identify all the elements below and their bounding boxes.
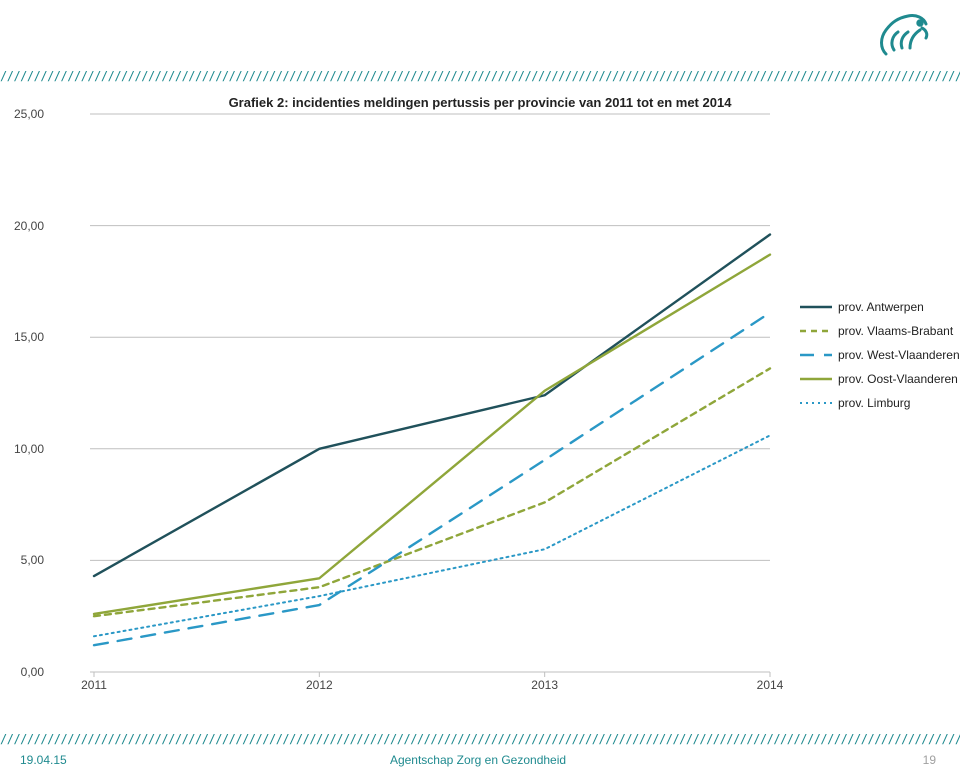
- legend: prov. Antwerpen prov. Vlaams-Brabant prov.…: [800, 300, 950, 420]
- x-tick-label: 2013: [515, 678, 575, 692]
- legend-label: prov. Vlaams-Brabant: [838, 324, 953, 338]
- x-tick-label: 2011: [64, 678, 124, 692]
- legend-item: prov. Oost-Vlaanderen: [800, 372, 950, 386]
- y-tick-label: 20,00: [4, 219, 44, 233]
- legend-swatch: [800, 300, 832, 314]
- legend-swatch: [800, 324, 832, 338]
- legend-item: prov. Limburg: [800, 396, 950, 410]
- legend-item: prov. West-Vlaanderen: [800, 348, 950, 362]
- legend-swatch: [800, 396, 832, 410]
- series-line: [94, 235, 770, 576]
- series-line: [94, 368, 770, 616]
- legend-label: prov. West-Vlaanderen: [838, 348, 960, 362]
- y-tick-label: 15,00: [4, 330, 44, 344]
- legend-swatch: [800, 372, 832, 386]
- legend-item: prov. Antwerpen: [800, 300, 950, 314]
- x-tick-label: 2012: [289, 678, 349, 692]
- y-tick-label: 10,00: [4, 442, 44, 456]
- y-tick-label: 25,00: [4, 107, 44, 121]
- chart-plot: [50, 108, 780, 696]
- legend-label: prov. Antwerpen: [838, 300, 924, 314]
- divider-top: ////////////////////////////////////////…: [0, 70, 960, 82]
- legend-label: prov. Limburg: [838, 396, 910, 410]
- legend-item: prov. Vlaams-Brabant: [800, 324, 950, 338]
- series-line: [94, 313, 770, 646]
- series-line: [94, 435, 770, 636]
- legend-label: prov. Oost-Vlaanderen: [838, 372, 958, 386]
- y-tick-label: 0,00: [4, 665, 44, 679]
- x-tick-label: 2014: [740, 678, 800, 692]
- footer-center: Agentschap Zorg en Gezondheid: [20, 753, 936, 767]
- legend-swatch: [800, 348, 832, 362]
- divider-bottom: ////////////////////////////////////////…: [0, 733, 960, 745]
- lion-logo: [876, 8, 932, 60]
- y-tick-label: 5,00: [4, 553, 44, 567]
- footer: 19.04.15 Agentschap Zorg en Gezondheid 1…: [20, 753, 936, 767]
